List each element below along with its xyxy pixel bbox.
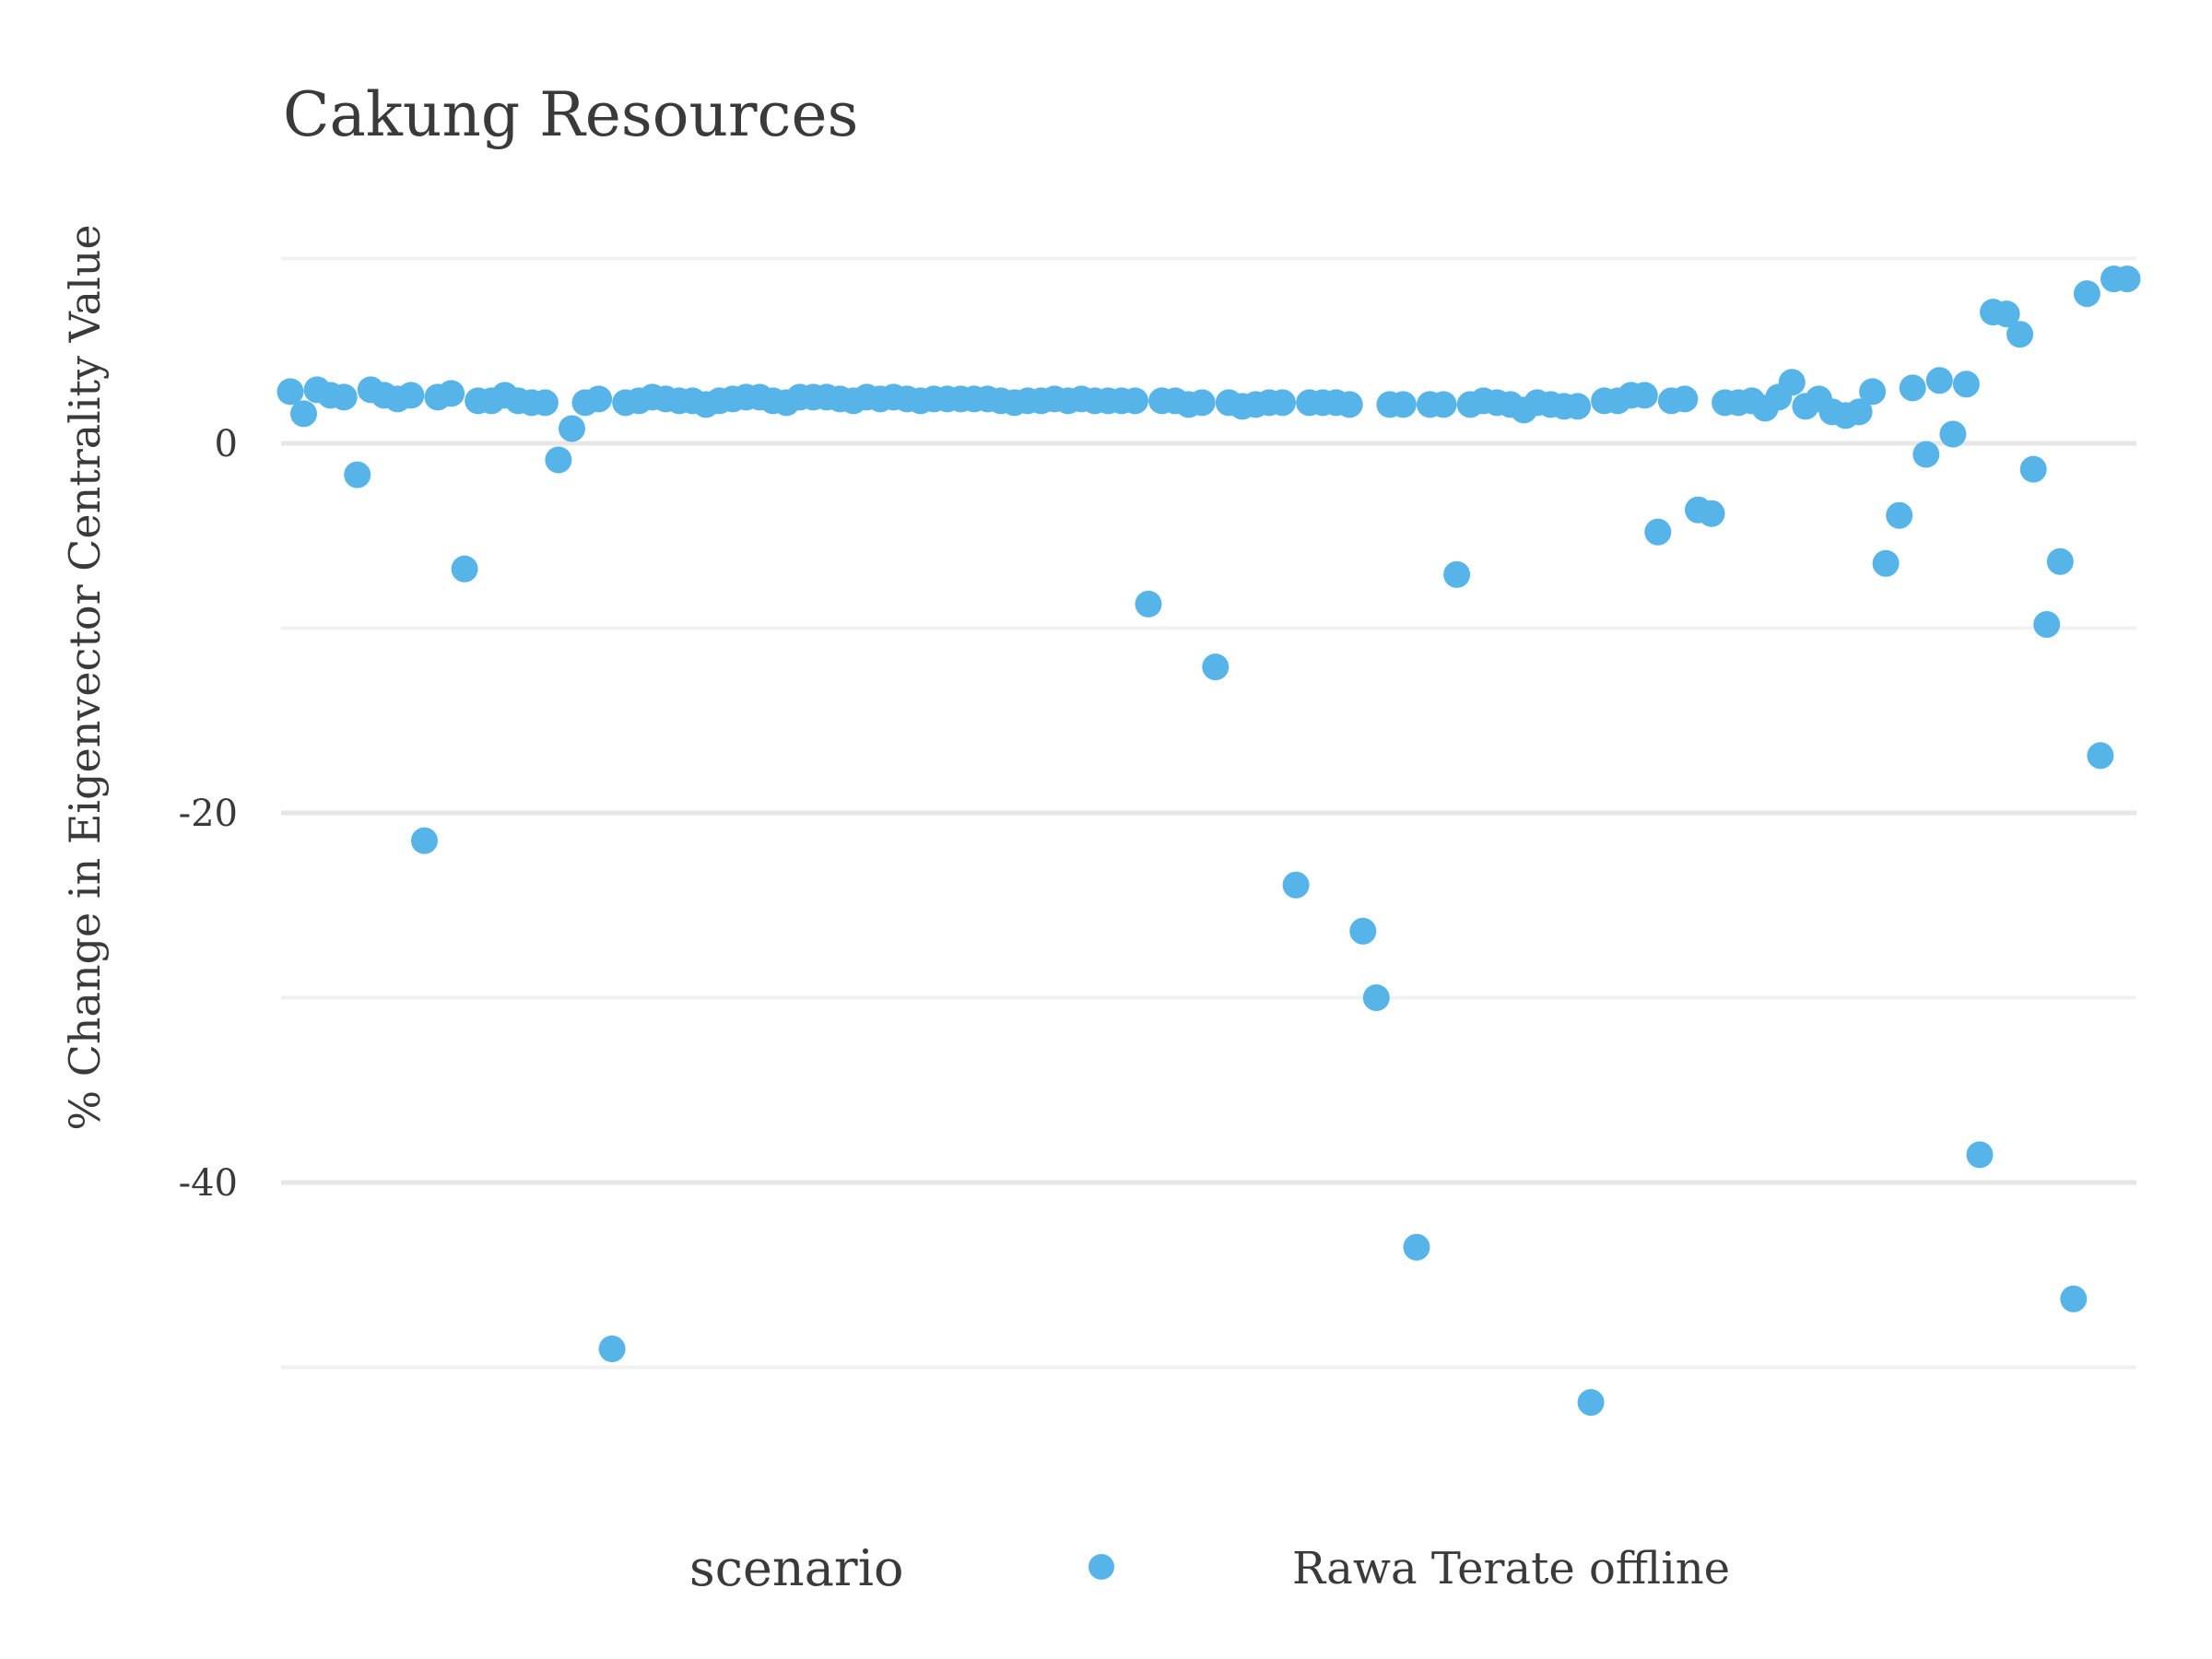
data-point <box>1577 1389 1605 1417</box>
data-point <box>344 461 371 488</box>
legend: scenario Rawa Terate offline <box>689 1539 1730 1597</box>
scatter-points <box>276 265 2141 1417</box>
data-point <box>451 555 478 582</box>
data-point <box>1188 389 1216 417</box>
data-point <box>276 378 304 406</box>
data-point <box>1389 391 1417 418</box>
data-point <box>2033 611 2061 638</box>
data-point <box>1644 518 1672 546</box>
data-point <box>1925 367 1953 394</box>
data-point <box>2046 547 2074 575</box>
data-point <box>1269 389 1296 417</box>
data-point <box>1939 420 1967 448</box>
data-point <box>1282 871 1310 899</box>
y-tick-label: -40 <box>179 1162 238 1205</box>
data-point <box>1886 501 1913 529</box>
data-point <box>598 1335 626 1362</box>
data-point <box>1872 549 1900 577</box>
data-point <box>1122 387 1148 415</box>
legend-key-marker <box>1088 1554 1114 1580</box>
data-point <box>1966 1141 1994 1169</box>
data-point <box>585 385 613 413</box>
y-tick-label: -20 <box>179 793 238 835</box>
data-point <box>411 827 438 854</box>
chart-title: Cakung Resources <box>283 79 858 150</box>
data-point <box>2113 265 2141 293</box>
data-point <box>1335 391 1363 418</box>
data-point <box>397 382 425 409</box>
data-point <box>1845 398 1873 426</box>
data-point <box>290 400 317 428</box>
data-point <box>1362 984 1390 1011</box>
data-point <box>1202 653 1230 681</box>
y-tick-label: 0 <box>215 423 238 465</box>
data-point <box>1430 391 1457 418</box>
data-point <box>1403 1233 1430 1261</box>
data-point <box>1952 371 1980 398</box>
legend-title: scenario <box>689 1539 903 1597</box>
data-point <box>1912 441 1940 468</box>
data-point <box>1349 917 1377 945</box>
legend-label: Rawa Terate offline <box>1292 1543 1730 1594</box>
data-point <box>2006 321 2034 348</box>
data-point <box>438 380 465 407</box>
data-point <box>1993 300 2020 328</box>
data-point <box>2087 742 2114 770</box>
grid-lines <box>281 256 2136 1370</box>
data-point <box>330 383 358 411</box>
data-point <box>545 446 572 474</box>
data-point <box>1564 393 1592 420</box>
data-point <box>1671 385 1699 413</box>
data-point <box>2019 455 2047 483</box>
data-point <box>1778 369 1806 396</box>
y-axis-ticks: 0 -20 -40 <box>179 423 238 1205</box>
data-point <box>1859 378 1887 406</box>
data-point <box>559 415 585 442</box>
data-point <box>1698 500 1725 527</box>
data-point <box>1443 560 1471 588</box>
data-point <box>1630 382 1658 409</box>
data-point <box>2060 1285 2088 1312</box>
data-point <box>1135 590 1162 618</box>
data-point <box>531 389 559 417</box>
data-point <box>1899 374 1926 402</box>
y-axis-title: % Change in Eigenvector Centrality Value <box>60 224 110 1130</box>
data-point <box>2073 280 2100 308</box>
